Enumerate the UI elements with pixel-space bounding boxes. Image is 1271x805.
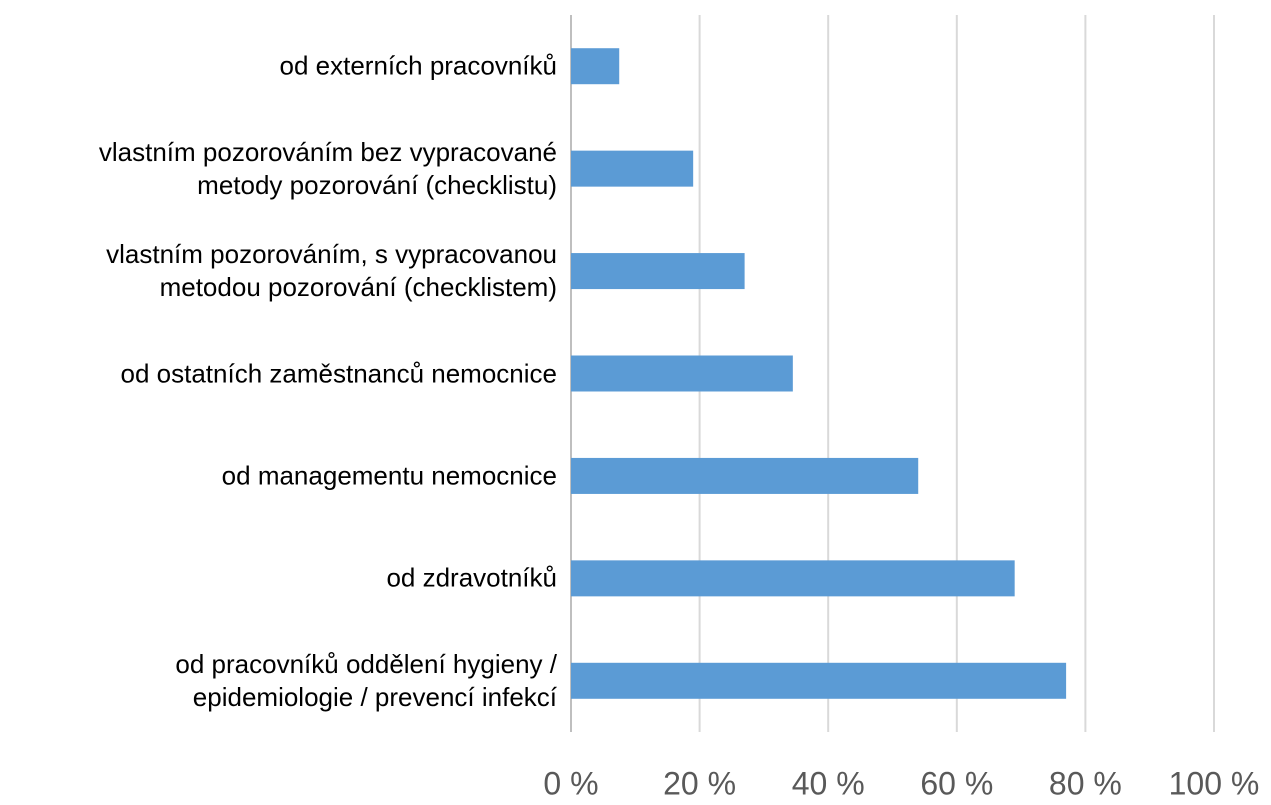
bar [571,48,620,85]
category-label: vlastním pozorováním bez vypracované met… [98,136,557,200]
category-label: od pracovníků oddělení hygieny / epidemi… [175,648,557,712]
category-label: od managementu nemocnice [221,460,557,491]
bar [571,560,1015,597]
x-tick-label: 20 % [663,765,736,801]
x-tick-label: 100 % [1169,765,1260,801]
bar [571,253,745,290]
bar [571,662,1067,699]
bar [571,150,694,187]
category-label: od zdravotníků [386,562,557,593]
x-tick-label: 80 % [1049,765,1122,801]
x-tick-label: 0 % [543,765,598,801]
x-tick-label: 40 % [792,765,865,801]
bar [571,457,919,494]
category-label: od externích pracovníků [279,50,558,81]
category-label: od ostatních zaměstnanců nemocnice [120,358,557,388]
bar [571,355,793,392]
category-label: vlastním pozorováním, s vypracovanou met… [106,239,557,303]
x-tick-label: 60 % [920,765,993,801]
